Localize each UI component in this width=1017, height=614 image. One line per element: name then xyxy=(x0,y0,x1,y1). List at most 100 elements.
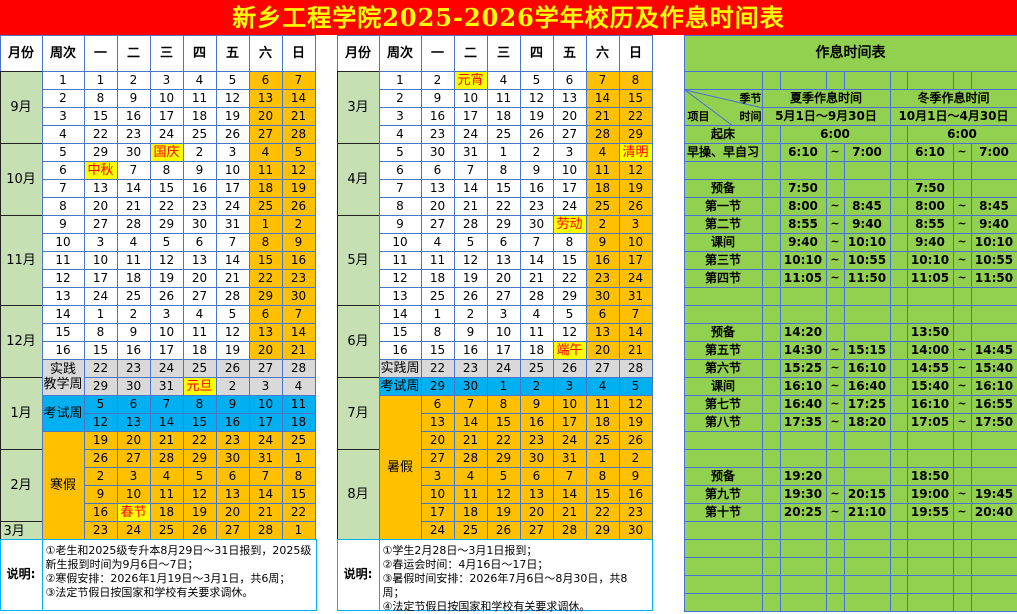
empty-cell xyxy=(844,557,891,576)
week-number: 10 xyxy=(379,233,422,252)
day-cell: 16 xyxy=(454,341,488,360)
empty-cell xyxy=(844,449,891,468)
day-cell: 19 xyxy=(619,413,653,432)
page-title: 新乡工程学院2025-2026学年校历及作息时间表 xyxy=(0,0,1017,35)
week-number: 15 xyxy=(379,323,422,342)
empty-cell xyxy=(844,323,891,342)
day-cell: 6 xyxy=(249,71,283,90)
empty-cell xyxy=(826,521,845,540)
day-cell: 10 xyxy=(150,89,184,108)
day-cell: 22 xyxy=(487,431,521,450)
day-cell: 2 xyxy=(619,449,653,468)
empty-cell xyxy=(780,521,827,540)
empty-cell xyxy=(953,431,972,450)
empty-cell xyxy=(826,539,845,558)
week-number: 3 xyxy=(379,107,422,126)
empty-cell xyxy=(844,179,891,198)
day-cell: 29 xyxy=(84,143,118,162)
day-cell: 17 xyxy=(150,341,184,360)
empty-cell xyxy=(890,449,908,468)
day-cell: 16 xyxy=(84,503,118,522)
day-cell: 30 xyxy=(117,377,151,396)
winter-range: 10月1日～4月30日 xyxy=(890,107,1017,126)
empty-cell xyxy=(826,323,845,342)
day-cell: 2 xyxy=(586,215,620,234)
day-cell: 29 xyxy=(619,125,653,144)
empty-cell xyxy=(762,179,781,198)
day-cell: 31 xyxy=(216,215,250,234)
day-cell: 15 xyxy=(183,413,217,432)
time-summer-start: 16:40 xyxy=(780,395,827,414)
day-cell: 12 xyxy=(619,161,653,180)
day-cell: 22 xyxy=(84,125,118,144)
day-cell: 26 xyxy=(454,287,488,306)
empty-cell xyxy=(762,341,781,360)
day-cell: 2 xyxy=(84,467,118,486)
week-number: 2 xyxy=(42,89,85,108)
day-cell: 14 xyxy=(454,413,488,432)
day-cell: 18 xyxy=(183,107,217,126)
day-cell: 17 xyxy=(216,179,250,198)
empty-cell xyxy=(971,287,1017,306)
day-cell: 26 xyxy=(84,449,118,468)
day-cell: 7 xyxy=(150,395,184,414)
tilde-separator: ~ xyxy=(826,377,845,396)
time-summer-start: 14:30 xyxy=(780,341,827,360)
day-cell: 11 xyxy=(249,161,283,180)
day-cell: 13 xyxy=(421,179,455,198)
day-cell: 13 xyxy=(249,323,283,342)
day-cell: 22 xyxy=(553,269,587,288)
empty-cell xyxy=(890,539,908,558)
day-cell: 31 xyxy=(619,287,653,306)
day-cell: 4 xyxy=(183,71,217,90)
day-cell: 3 xyxy=(553,143,587,162)
day-cell: 12 xyxy=(183,485,217,504)
time-summer-start: 10:10 xyxy=(780,251,827,270)
day-cell: 17 xyxy=(150,107,184,126)
day-cell: 5 xyxy=(150,233,184,252)
column-header: 日 xyxy=(619,35,653,72)
day-cell: 9 xyxy=(619,467,653,486)
day-cell: 11 xyxy=(487,89,521,108)
day-cell: 1 xyxy=(487,377,521,396)
day-cell: 6 xyxy=(586,305,620,324)
day-cell: 11 xyxy=(117,251,151,270)
day-cell: 20 xyxy=(183,269,217,288)
day-cell: 23 xyxy=(454,359,488,378)
day-cell: 20 xyxy=(117,431,151,450)
empty-cell xyxy=(907,593,954,612)
week-number: 考试周 xyxy=(42,395,85,432)
notes-text: ①学生2月28日～3月1日报到；②春运会时间：4月16日～17日；③暑假时间安排… xyxy=(379,539,653,611)
day-cell: 9 xyxy=(421,89,455,108)
day-cell: 8 xyxy=(249,233,283,252)
time-summer-start: 19:30 xyxy=(780,485,827,504)
day-cell: 14 xyxy=(619,323,653,342)
empty-cell xyxy=(907,287,954,306)
day-cell: 11 xyxy=(183,89,217,108)
day-cell: 12 xyxy=(520,89,554,108)
time-summer-end: 16:40 xyxy=(844,377,891,396)
month-label: 12月 xyxy=(0,305,43,378)
day-cell: 24 xyxy=(216,197,250,216)
time-winter-end: 10:10 xyxy=(971,233,1017,252)
schedule-item-label: 第八节 xyxy=(684,413,763,432)
day-cell: 7 xyxy=(454,161,488,180)
day-cell: 23 xyxy=(520,431,554,450)
empty-cell xyxy=(971,161,1017,180)
time-winter-end: 10:55 xyxy=(971,251,1017,270)
day-cell: 8 xyxy=(553,233,587,252)
tilde-separator: ~ xyxy=(953,269,972,288)
day-cell: 15 xyxy=(586,485,620,504)
day-cell: 30 xyxy=(216,449,250,468)
day-cell: 10 xyxy=(150,323,184,342)
day-cell: 4 xyxy=(117,233,151,252)
day-cell: 26 xyxy=(553,359,587,378)
empty-cell xyxy=(762,125,781,144)
empty-cell xyxy=(684,431,763,450)
empty-cell xyxy=(762,593,781,612)
tilde-separator: ~ xyxy=(826,485,845,504)
time-summer-end: 9:40 xyxy=(844,215,891,234)
day-cell: 25 xyxy=(117,287,151,306)
day-cell: 8 xyxy=(183,395,217,414)
schedule-item-label: 早操、早自习 xyxy=(684,143,763,162)
